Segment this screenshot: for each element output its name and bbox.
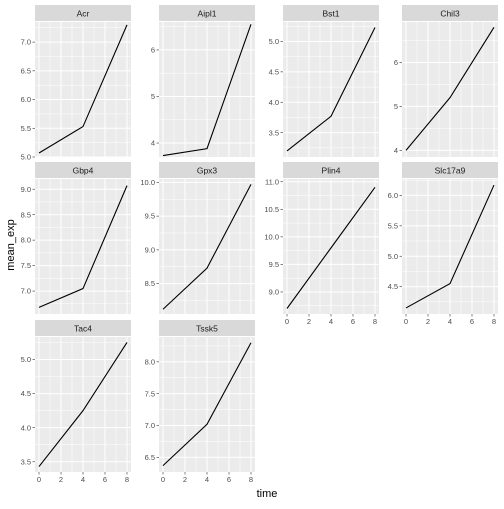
series-line xyxy=(286,27,376,152)
y-tick-label: 5.0 xyxy=(269,37,279,46)
series-line xyxy=(38,185,128,308)
y-tick-label: 5.5 xyxy=(21,124,31,133)
facet-strip xyxy=(159,5,255,21)
y-tick-label: 11.0 xyxy=(265,177,279,186)
facet-strip-label: Gbp4 xyxy=(73,166,94,176)
facet-strip xyxy=(402,162,498,178)
y-tick-label: 8.5 xyxy=(21,210,31,219)
facet-strip xyxy=(402,5,498,21)
y-tick-label: 4.0 xyxy=(21,423,31,432)
x-tick-label: 6 xyxy=(103,475,107,484)
x-tick-label: 6 xyxy=(227,475,231,484)
y-tick-label: 5 xyxy=(151,92,155,101)
y-tick-label: 10.0 xyxy=(264,232,279,241)
y-tick-label: 7.0 xyxy=(21,287,31,296)
y-tick-label: 5 xyxy=(394,102,398,111)
y-tick-label: 6.0 xyxy=(21,95,31,104)
y-tick-label: 8.5 xyxy=(145,279,155,288)
series-line xyxy=(162,342,252,467)
y-tick-label: 7.5 xyxy=(145,389,155,398)
y-tick-label: 3.5 xyxy=(21,457,31,466)
y-tick-label: 5.5 xyxy=(388,221,398,230)
y-tick-label: 7.5 xyxy=(21,261,31,270)
facet-strip-label: Plin4 xyxy=(322,166,341,176)
facet-strip-label: Tssk5 xyxy=(196,324,218,334)
series-line xyxy=(405,26,495,151)
y-tick-label: 4.0 xyxy=(269,98,279,107)
y-tick-label: 9.0 xyxy=(21,185,31,194)
series-line xyxy=(38,24,128,154)
y-tick-label: 6.0 xyxy=(388,191,398,200)
y-tick-label: 7.0 xyxy=(21,38,31,47)
y-tick-label: 5.0 xyxy=(21,355,31,364)
x-tick-label: 8 xyxy=(373,317,377,326)
x-tick-label: 0 xyxy=(404,317,408,326)
x-tick-label: 0 xyxy=(37,475,41,484)
facet-strip-label: Chil3 xyxy=(440,9,460,19)
y-tick-label: 6.5 xyxy=(21,66,31,75)
y-tick-label: 4.5 xyxy=(388,282,398,291)
x-tick-label: 0 xyxy=(285,317,289,326)
x-tick-label: 8 xyxy=(249,475,253,484)
series-line xyxy=(405,184,495,309)
facet-strip xyxy=(159,320,255,336)
y-tick-label: 9.5 xyxy=(145,212,155,221)
facet-strip xyxy=(35,162,131,178)
facet-strip xyxy=(35,320,131,336)
x-tick-label: 2 xyxy=(59,475,63,484)
x-axis-title: time xyxy=(257,488,278,500)
x-tick-label: 2 xyxy=(307,317,311,326)
y-axis-title: mean_exp xyxy=(5,219,17,270)
y-tick-label: 4 xyxy=(151,139,155,148)
facet-strip-label: Bst1 xyxy=(322,9,339,19)
y-tick-label: 10.0 xyxy=(140,178,155,187)
y-tick-label: 4 xyxy=(394,146,398,155)
facet-strip-label: Tac4 xyxy=(74,324,92,334)
x-tick-label: 4 xyxy=(81,475,85,484)
y-tick-label: 9.5 xyxy=(269,260,279,269)
x-tick-label: 4 xyxy=(205,475,209,484)
x-tick-label: 6 xyxy=(470,317,474,326)
series-line xyxy=(286,186,376,309)
facet-strip xyxy=(283,162,379,178)
y-tick-label: 8.0 xyxy=(21,236,31,245)
x-tick-label: 4 xyxy=(329,317,333,326)
series-line xyxy=(162,184,252,310)
x-tick-label: 0 xyxy=(161,475,165,484)
facet-strip xyxy=(159,162,255,178)
facet-strip xyxy=(35,5,131,21)
y-tick-label: 6 xyxy=(151,46,155,55)
facet-strip-label: Gpx3 xyxy=(197,166,218,176)
series-line xyxy=(38,342,128,467)
x-tick-label: 2 xyxy=(426,317,430,326)
y-tick-label: 6 xyxy=(394,58,398,67)
x-tick-label: 8 xyxy=(492,317,496,326)
y-tick-label: 10.5 xyxy=(264,205,279,214)
y-tick-label: 4.5 xyxy=(269,67,279,76)
x-tick-label: 8 xyxy=(125,475,129,484)
y-tick-label: 7.0 xyxy=(145,421,155,430)
y-tick-label: 3.5 xyxy=(269,128,279,137)
y-tick-label: 4.5 xyxy=(21,389,31,398)
facet-strip-label: Acr xyxy=(77,9,90,19)
series-line xyxy=(162,24,252,157)
y-tick-label: 9.0 xyxy=(145,245,155,254)
facet-strip-label: Slc17a9 xyxy=(435,166,466,176)
x-tick-label: 6 xyxy=(351,317,355,326)
facet-strip xyxy=(283,5,379,21)
x-tick-label: 2 xyxy=(183,475,187,484)
y-tick-label: 9.0 xyxy=(269,288,279,297)
y-tick-label: 6.5 xyxy=(145,453,155,462)
y-tick-label: 8.0 xyxy=(145,357,155,366)
y-tick-label: 5.0 xyxy=(388,252,398,261)
facet-strip-label: Aipl1 xyxy=(198,9,217,19)
y-tick-label: 5.0 xyxy=(21,153,31,162)
x-tick-label: 4 xyxy=(448,317,452,326)
